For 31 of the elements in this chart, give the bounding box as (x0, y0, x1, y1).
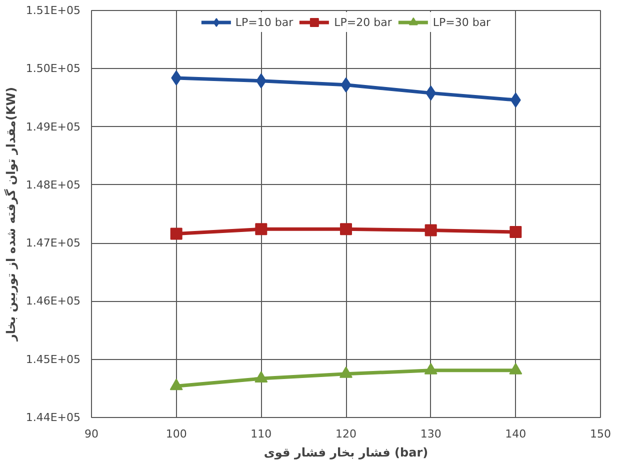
point (170, 378, 183, 390)
point (424, 362, 438, 374)
y-tick-label: 1.46E+05 (26, 294, 80, 308)
x-tick-label: 140 (505, 428, 526, 440)
point (424, 224, 437, 236)
legend-label: LP=20 bar (334, 16, 392, 28)
x-tick-label: 100 (166, 428, 187, 440)
legend-label: LP=30 bar (432, 16, 491, 28)
y-tick-label: 1.51E+05 (26, 4, 80, 17)
point (254, 371, 268, 383)
x-axis-title: فشار بخار فشار قوی (bar) (264, 446, 428, 460)
point (340, 223, 352, 236)
y-tick-label: 1.48E+05 (26, 178, 80, 192)
point (509, 362, 522, 374)
point (255, 223, 268, 236)
legend-label: LP=10 bar (235, 16, 294, 28)
y-tick-label: 1.49E+05 (26, 120, 80, 134)
x-tick-label: 120 (336, 428, 356, 440)
x-tick-label: 90 (84, 428, 98, 440)
y-tick-label: 1.47E+05 (26, 236, 80, 250)
y-tick-label: 1.44E+05 (26, 411, 80, 424)
point (340, 77, 352, 92)
point (170, 228, 182, 240)
y-tick-label: 1.45E+05 (26, 352, 80, 366)
x-tick-label: 150 (590, 428, 611, 440)
x-tick-label: 110 (250, 428, 272, 440)
y-axis-title: مقدار توان گرفته شده از توربین بخار(KW) (4, 86, 18, 342)
y-tick-label: 1.50E+05 (26, 62, 80, 76)
x-tick-label: 130 (420, 428, 442, 440)
point (340, 366, 352, 378)
point (510, 226, 522, 238)
